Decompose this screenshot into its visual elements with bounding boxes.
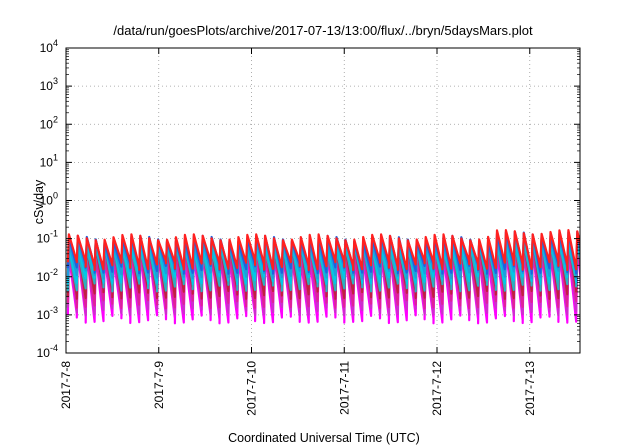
y-axis-label: cSv/day (32, 179, 46, 224)
y-tick-label: 102 (40, 114, 58, 131)
y-tick-labels: 10-4 10-3 10-2 10-1 100 101 102 103 104 (37, 38, 58, 360)
x-axis-label: Coordinated Universal Time (UTC) (228, 431, 420, 445)
y-tick-label: 10-1 (37, 229, 58, 246)
y-tick-label: 104 (40, 38, 58, 55)
x-tick-label: 2017-7-10 (245, 361, 259, 416)
x-tick-label: 2017-7-13 (523, 361, 537, 416)
x-tick-label: 2017-7-11 (337, 361, 351, 415)
plot-frame (65, 47, 581, 354)
x-tick-label: 2017-7-12 (430, 361, 444, 416)
series-line (66, 229, 580, 272)
y-tick-label: 100 (40, 191, 58, 208)
chart-title: /data/run/goesPlots/archive/2017-07-13/1… (113, 23, 533, 38)
y-tick-label: 103 (40, 76, 58, 93)
x-tick-label: 2017-7-9 (152, 361, 166, 409)
y-tick-label: 101 (40, 152, 58, 169)
x-tick-label: 2017-7-8 (59, 361, 73, 409)
y-tick-label: 10-3 (37, 305, 58, 322)
y-tick-label: 10-4 (37, 343, 58, 360)
y-tick-label: 10-2 (37, 267, 58, 284)
x-tick-labels: 2017-7-8 2017-7-9 2017-7-10 2017-7-11 2017-7… (59, 361, 537, 416)
plot-series (66, 229, 580, 325)
